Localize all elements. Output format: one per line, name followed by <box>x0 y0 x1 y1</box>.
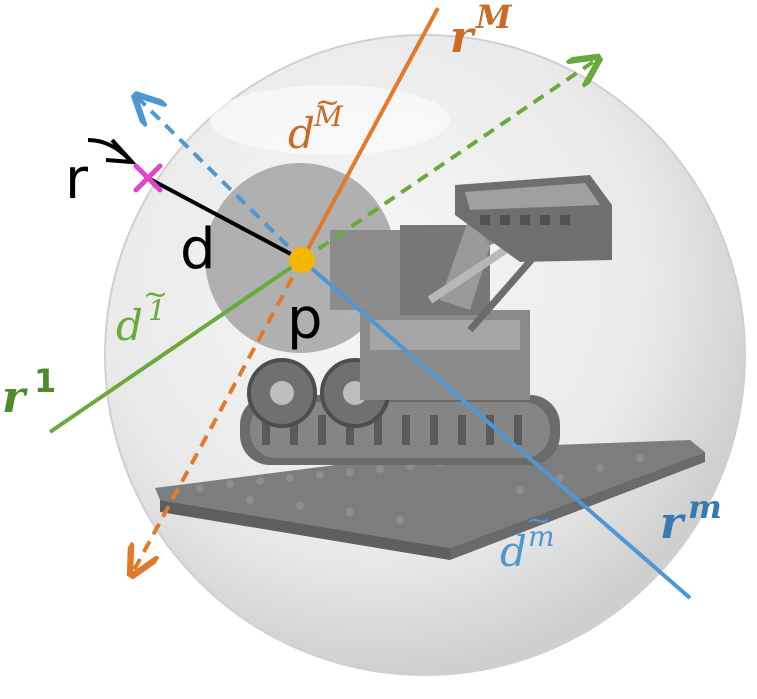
ray-rM <box>300 7 440 261</box>
label-rm: r <box>660 498 686 549</box>
label-rM-sup: M <box>475 0 513 36</box>
label-d1-tilde: ~ <box>143 277 168 312</box>
label-dM-tilde: ~ <box>315 85 340 120</box>
label-dm-sup: m <box>528 520 555 553</box>
lego-excavator-icon <box>155 175 705 560</box>
label-r1-sup: 1 <box>34 362 56 400</box>
cross-marker-icon <box>133 163 163 193</box>
label-d1: d <box>116 301 143 350</box>
label-dM-sup: M <box>313 100 344 133</box>
label-dM: d <box>288 109 315 158</box>
label-r1: r <box>2 372 28 423</box>
label-r: r <box>65 147 89 212</box>
ray-rm <box>300 258 692 600</box>
sphere-highlight <box>210 85 450 155</box>
pointer-arrowhead-icon <box>105 138 137 165</box>
label-dm-tilde: ~ <box>526 503 551 538</box>
label-d1-sup: 1 <box>148 294 166 327</box>
ray-r1 <box>48 258 304 434</box>
distance-line-d <box>147 176 303 262</box>
point-p <box>289 247 315 273</box>
label-dm: d <box>500 527 527 576</box>
label-p: p <box>287 287 323 352</box>
label-rM: r <box>450 12 476 63</box>
label-d: d <box>180 217 216 282</box>
label-rm-sup: m <box>688 488 722 526</box>
